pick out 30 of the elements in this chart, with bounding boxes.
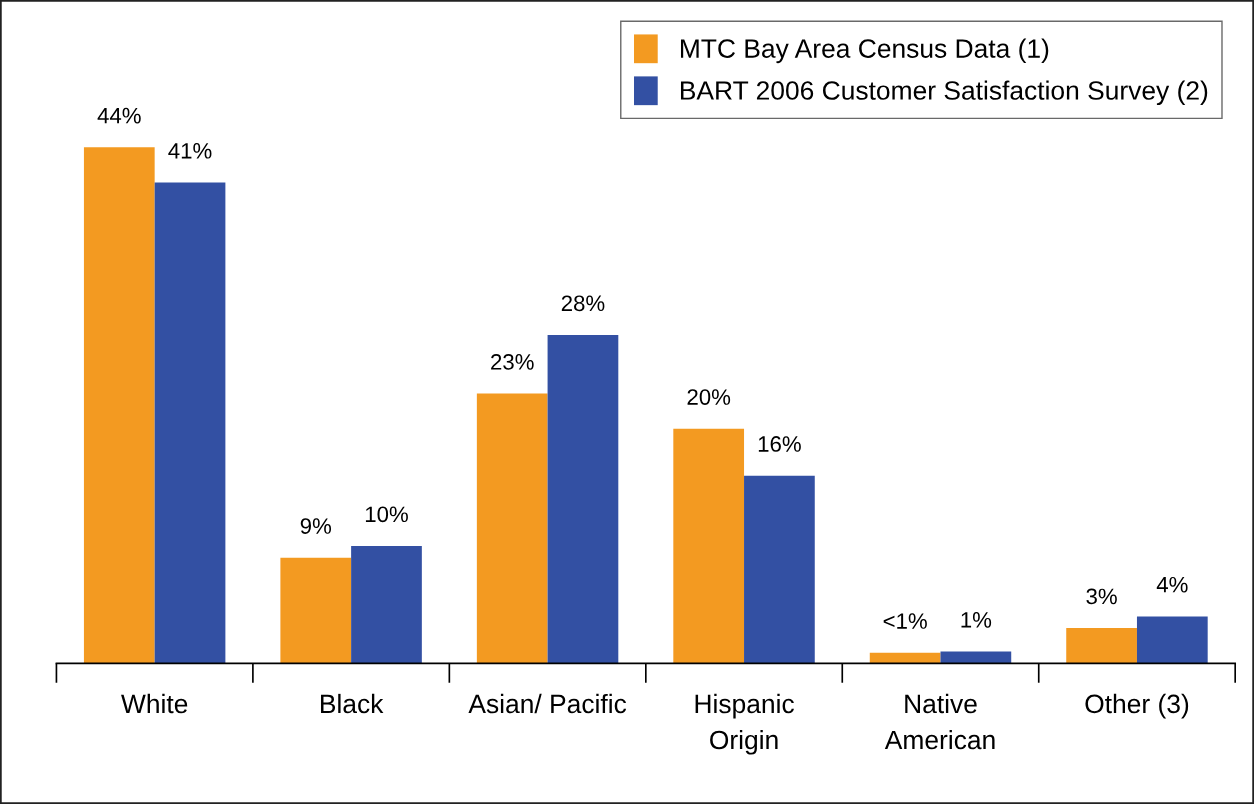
bar: [280, 557, 352, 664]
legend-label: MTC Bay Area Census Data (1): [680, 38, 1049, 64]
data-label: 3%: [1086, 588, 1117, 605]
bar: [83, 147, 155, 664]
data-label: 10%: [365, 506, 408, 523]
data-label: 4%: [1156, 576, 1188, 593]
data-label: <1%: [883, 613, 927, 629]
x-tick-label: Black: [321, 693, 384, 714]
bar: [673, 428, 745, 664]
x-tick-label: Other (3): [1085, 693, 1189, 719]
x-tick-label: White: [121, 693, 188, 714]
data-label: 20%: [687, 389, 731, 405]
data-label: 1%: [961, 612, 992, 628]
x-tick-label: Hispanic Origin: [695, 693, 794, 755]
x-tick-label: Asian/ Pacific: [468, 693, 627, 714]
bar: [1066, 628, 1137, 664]
bar: [1136, 616, 1208, 664]
data-label: 44%: [97, 107, 141, 124]
data-label: 28%: [561, 295, 605, 312]
bar: [351, 546, 422, 664]
legend-label: BART 2006 Customer Satisfaction Survey (2): [680, 80, 1208, 106]
bar: [744, 475, 815, 664]
bar: [547, 334, 619, 664]
data-label: 9%: [300, 518, 332, 534]
data-label: 41%: [168, 143, 212, 159]
bar: [154, 182, 226, 664]
data-label: 16%: [758, 436, 801, 452]
x-tick-label: Native American: [884, 693, 995, 750]
bar: [476, 393, 548, 664]
data-label: 23%: [491, 354, 534, 370]
